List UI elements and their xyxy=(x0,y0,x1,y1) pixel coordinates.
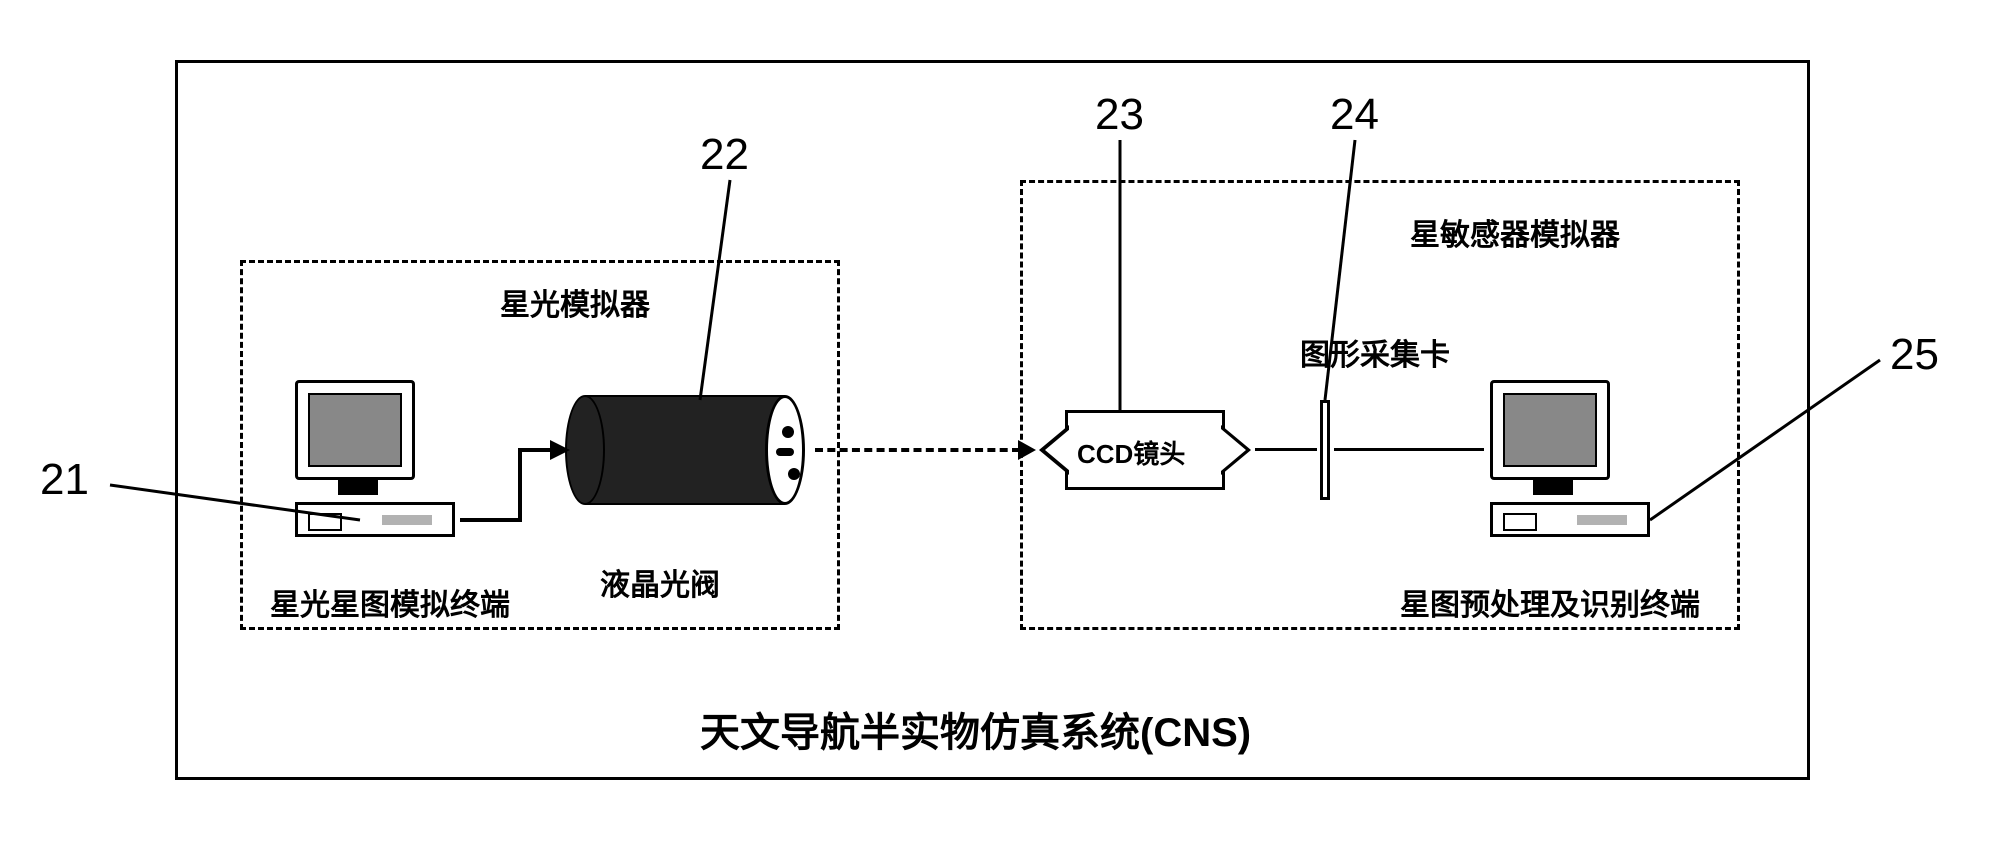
capture-card-label: 图形采集卡 xyxy=(1300,330,1450,374)
callout-24: 24 xyxy=(1330,90,1379,140)
ccd-lens-label: CCD镜头 xyxy=(1077,434,1185,471)
starlight-simulator-title: 星光模拟器 xyxy=(500,280,650,324)
link-ccd-to-card xyxy=(1255,448,1317,451)
recognition-terminal-computer-icon xyxy=(1490,380,1650,537)
callout-21: 21 xyxy=(40,455,89,505)
capture-card-icon xyxy=(1320,400,1330,500)
lcd-shutter-icon xyxy=(565,395,805,505)
callout-22: 22 xyxy=(700,130,749,180)
arrow-shutter-to-ccd xyxy=(815,448,1020,452)
lcd-shutter-label: 液晶光阀 xyxy=(600,560,720,604)
link-card-to-computer xyxy=(1334,448,1484,451)
callout-25: 25 xyxy=(1890,330,1939,380)
recognition-terminal-label: 星图预处理及识别终端 xyxy=(1400,580,1700,624)
callout-23: 23 xyxy=(1095,90,1144,140)
starlight-terminal-computer-icon xyxy=(295,380,455,537)
starlight-terminal-label: 星光星图模拟终端 xyxy=(270,580,510,624)
star-sensor-simulator-title: 星敏感器模拟器 xyxy=(1410,210,1620,254)
ccd-lens-icon: CCD镜头 xyxy=(1065,410,1225,490)
arrow-shutter-to-ccd-head xyxy=(1018,440,1036,460)
system-title: 天文导航半实物仿真系统(CNS) xyxy=(700,700,1251,758)
